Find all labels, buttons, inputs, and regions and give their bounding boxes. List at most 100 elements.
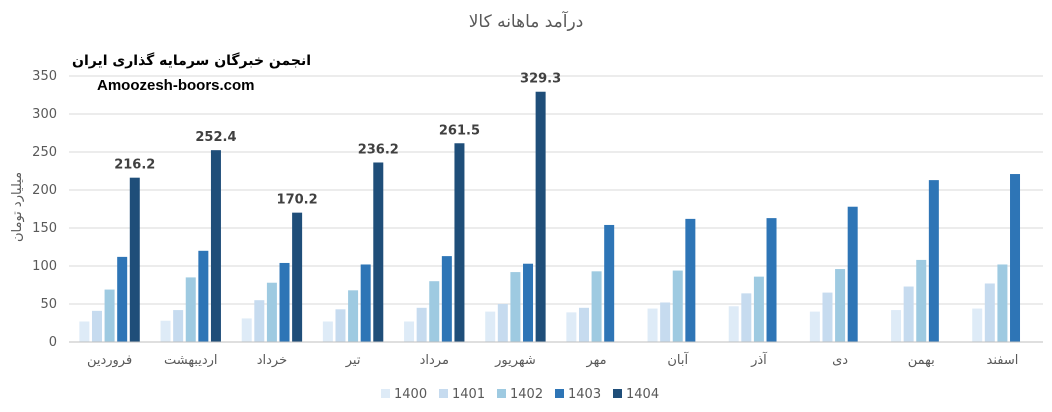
legend-swatch (613, 389, 622, 398)
x-tick-label: بهمن (908, 353, 935, 368)
x-tick-label: تیر (345, 353, 361, 368)
bar (497, 304, 508, 342)
bar (523, 263, 534, 342)
bar (972, 308, 983, 342)
bar (741, 293, 752, 342)
legend-label: 1403 (568, 387, 601, 402)
bar (835, 269, 846, 342)
y-axis-label: میلیارد تومان (10, 172, 25, 242)
x-tick-label: آذر (750, 351, 768, 368)
chart-title: درآمد ماهانه کالا (469, 10, 584, 32)
bar (266, 282, 277, 342)
bar (535, 91, 546, 343)
bar (404, 321, 415, 342)
bar (916, 259, 927, 342)
bar (591, 271, 602, 342)
data-label: 170.2 (277, 193, 318, 208)
x-tick-label: خرداد (257, 353, 287, 368)
bar (604, 224, 615, 342)
data-label: 236.2 (358, 142, 399, 157)
bar (104, 289, 115, 342)
bar (485, 311, 496, 342)
watermark-society-name: انجمن خبرگان سرمایه گذاری ایران (72, 53, 312, 69)
legend-label: 1400 (394, 387, 427, 402)
y-tick-label: 300 (32, 107, 57, 122)
legend-label: 1401 (452, 387, 485, 402)
x-tick-label: دی (832, 353, 848, 368)
legend: 1400 1401 1402 1403 1404 (381, 387, 659, 402)
data-labels: 216.2 252.4 170.2 236.2 261.5 329.3 (114, 72, 561, 208)
bar (335, 309, 346, 342)
legend-swatch (439, 389, 448, 398)
bar (766, 218, 777, 342)
x-axis-ticks: فروردین اردیبهشت خرداد تیر مرداد شهریور مهر آبا… (87, 351, 1018, 368)
bar (441, 256, 452, 342)
data-label: 329.3 (520, 72, 561, 87)
bar (1010, 174, 1021, 342)
bar (254, 300, 265, 342)
bar (928, 180, 939, 342)
legend-swatch (555, 389, 564, 398)
y-tick-label: 200 (32, 183, 57, 198)
bar (173, 310, 184, 342)
bar (360, 264, 371, 342)
bar (185, 277, 196, 342)
y-tick-label: 350 (32, 69, 57, 84)
watermark-website: Amoozesh-boors.com (97, 77, 255, 94)
legend-label: 1404 (626, 387, 659, 402)
bar (160, 320, 171, 342)
y-tick-label: 50 (40, 297, 57, 312)
gridlines (69, 75, 1043, 305)
bar (728, 306, 739, 342)
bar (416, 307, 427, 342)
bar (566, 312, 577, 342)
bar (510, 272, 521, 342)
bar (91, 310, 102, 342)
bar (454, 143, 465, 342)
bar (117, 256, 128, 342)
x-tick-label: اردیبهشت (164, 353, 218, 368)
bar (984, 283, 995, 342)
y-tick-label: 250 (32, 145, 57, 160)
bars (79, 91, 1021, 343)
y-tick-label: 0 (49, 335, 57, 350)
data-label: 261.5 (439, 123, 480, 138)
x-tick-label: اسفند (987, 353, 1019, 368)
bar (348, 290, 359, 342)
y-tick-label: 150 (32, 221, 57, 236)
x-tick-label: مهر (586, 353, 607, 368)
bar (210, 150, 221, 342)
bar (198, 250, 209, 342)
bar (822, 292, 833, 342)
legend-swatch (497, 389, 506, 398)
bar (241, 318, 252, 342)
bar (672, 270, 683, 342)
bar (903, 286, 914, 342)
bar (322, 321, 333, 342)
x-tick-label: آبان (667, 351, 689, 368)
bar (847, 206, 858, 342)
bar (647, 308, 658, 342)
bar (292, 212, 303, 342)
bar (660, 302, 671, 342)
bar (997, 264, 1008, 342)
bar (279, 262, 290, 342)
bar (373, 162, 384, 342)
y-tick-label: 100 (32, 259, 57, 274)
bar (79, 321, 90, 342)
x-tick-label: شهریور (494, 353, 536, 368)
x-tick-label: فروردین (87, 353, 132, 368)
x-tick-label: مرداد (420, 353, 449, 368)
bar (809, 311, 820, 342)
bar (891, 310, 902, 342)
y-axis-ticks: 0 50 100 150 200 250 300 350 (32, 69, 57, 350)
bar (753, 276, 764, 342)
legend-swatch (381, 389, 390, 398)
bar (578, 307, 589, 342)
bar (685, 218, 696, 342)
bar (129, 177, 140, 342)
data-label: 252.4 (195, 130, 236, 145)
legend-label: 1402 (510, 387, 543, 402)
bar (429, 281, 440, 342)
